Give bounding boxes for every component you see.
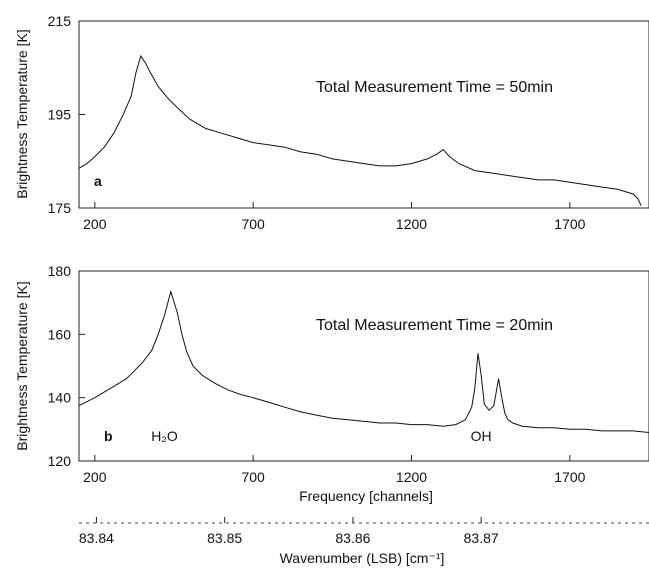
panel-a-y-tick-label: 175 <box>48 200 72 216</box>
panel-a-x-tick-label: 1200 <box>396 216 427 232</box>
panel-a-annotation: Total Measurement Time = 50min <box>316 79 553 96</box>
panel-a: 200 700 1200 1700 175 195 215 Total Measuremen… <box>14 13 649 232</box>
panel-b-y-tick-label: 140 <box>48 390 72 406</box>
panel-a-y-tick-label: 215 <box>48 13 72 29</box>
panel-b-x-tick-label: 1200 <box>396 469 427 485</box>
panel-a-letter: a <box>94 173 102 189</box>
panel-b-frame <box>78 270 649 462</box>
panel-b-y-tick-label: 160 <box>48 326 72 342</box>
wavenumber-axis-ticks: 83.84 83.85 83.86 83.87 <box>79 517 499 546</box>
panel-b-x-tick-label: 700 <box>241 469 265 485</box>
panel-a-ticks: 200 700 1200 1700 175 195 215 <box>48 13 586 232</box>
panel-b-letter: b <box>104 428 113 444</box>
panel-b-peak-labels: H₂O OH <box>151 428 491 444</box>
panel-b-annotation: Total Measurement Time = 20min <box>316 317 553 334</box>
panel-a-spectrum-line <box>78 54 642 206</box>
x-axis-title-frequency: Frequency [channels] <box>299 488 433 504</box>
panel-b-y-tick-label: 180 <box>48 263 72 279</box>
wavenumber-tick-label: 83.84 <box>79 530 114 546</box>
wavenumber-tick-label: 83.85 <box>207 530 242 546</box>
x-axis-title-wavenumber: Wavenumber (LSB) [cm⁻¹] <box>280 550 445 566</box>
wavenumber-tick-label: 83.86 <box>335 530 370 546</box>
wavenumber-tick-label: 83.87 <box>464 530 499 546</box>
panel-b-y-axis-title: Brightness Temperature [K] <box>14 281 30 450</box>
panel-a-x-tick-label: 200 <box>83 216 107 232</box>
panel-a-y-axis-title: Brightness Temperature [K] <box>14 29 30 198</box>
panel-a-x-tick-label: 1700 <box>554 216 585 232</box>
panel-b: 200 700 1200 1700 120 140 160 180 Total Measure… <box>14 263 649 504</box>
panel-b-x-tick-label: 1700 <box>554 469 585 485</box>
wavenumber-axis: 83.84 83.85 83.86 83.87 Wavenumber (LSB) [c… <box>79 517 649 566</box>
panel-b-spectrum-line <box>78 289 649 433</box>
panel-b-ticks: 200 700 1200 1700 120 140 160 180 <box>48 263 586 485</box>
panel-b-y-tick-label: 120 <box>48 453 72 469</box>
peak-label: H₂O <box>151 428 178 444</box>
panel-a-frame <box>78 20 649 209</box>
panel-a-x-tick-label: 700 <box>241 216 265 232</box>
peak-label: OH <box>471 428 492 444</box>
panel-b-x-tick-label: 200 <box>83 469 107 485</box>
panel-a-y-tick-label: 195 <box>48 107 72 123</box>
